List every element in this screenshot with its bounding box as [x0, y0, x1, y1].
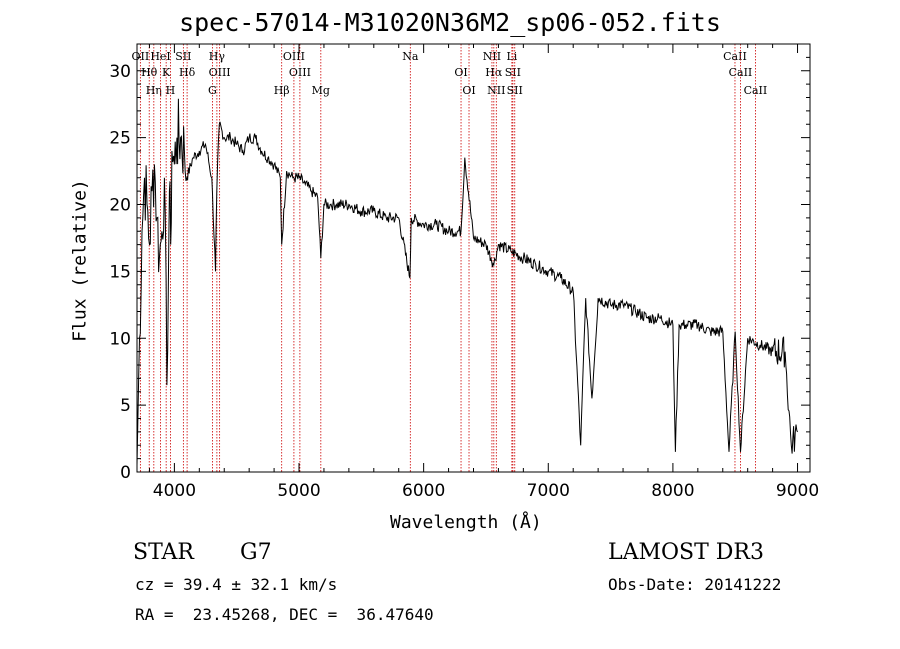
line-mark-label: SII — [507, 84, 523, 97]
x-tick-label: 6000 — [402, 481, 445, 501]
survey-name: LAMOST DR3 — [608, 540, 764, 565]
y-tick-label: 0 — [120, 463, 131, 483]
coordinates-line: RA = 23.45268, DEC = 36.47640 — [135, 605, 434, 624]
x-tick-label: 4000 — [153, 481, 196, 501]
line-mark-label: SII — [175, 50, 191, 63]
y-tick-label: 25 — [109, 129, 131, 149]
line-mark-label: OI — [462, 84, 475, 97]
line-mark-label: Mg — [312, 84, 330, 97]
line-mark-label: SII — [505, 66, 521, 79]
line-mark-label: CaII — [723, 50, 747, 63]
x-axis-label: Wavelength (Å) — [390, 512, 542, 533]
y-tick-label: 5 — [120, 396, 131, 416]
line-mark-label: NII — [487, 84, 505, 97]
line-mark-label: OI — [454, 66, 467, 79]
x-tick-label: 5000 — [277, 481, 320, 501]
redshift-line: cz = 39.4 ± 32.1 km/s — [135, 575, 338, 594]
line-mark-label: CaII — [744, 84, 768, 97]
line-mark-label: OII — [132, 50, 150, 63]
line-mark-label: Hβ — [274, 84, 290, 97]
line-mark-label: OIII — [289, 66, 311, 79]
object-class: STAR — [133, 540, 194, 565]
line-mark-label: K — [162, 66, 171, 79]
y-tick-label: 15 — [109, 262, 131, 282]
line-mark-label: Li — [506, 50, 517, 63]
spectrum-layer — [136, 98, 798, 466]
line-mark-label: Hθ — [141, 66, 158, 79]
x-tick-label: 7000 — [527, 481, 570, 501]
line-mark-label: NII — [483, 50, 501, 63]
line-mark-label: OIII — [209, 66, 231, 79]
y-tick-label: 30 — [109, 62, 131, 82]
obs-date: Obs-Date: 20141222 — [608, 575, 782, 594]
plot-frame — [136, 43, 811, 473]
line-mark-label: CaII — [729, 66, 753, 79]
line-mark-label: OIII — [283, 50, 305, 63]
y-tick-label: 20 — [109, 196, 131, 216]
line-marks-layer: OIIHθHηHeIKHSIIHδGHγOIIIHβOIIIOIIIMgNaOI… — [132, 44, 768, 472]
line-mark-label: Hα — [485, 66, 503, 79]
x-tick-label: 8000 — [651, 481, 694, 501]
line-mark-label: Na — [402, 50, 419, 63]
x-tick-label: 9000 — [776, 481, 819, 501]
line-mark-label: H — [166, 84, 176, 97]
line-mark-label: G — [208, 84, 217, 97]
line-mark-label: HeI — [150, 50, 170, 63]
line-mark-label: Hγ — [209, 50, 226, 63]
y-tick-label: 10 — [109, 329, 131, 349]
line-mark-label: Hδ — [179, 66, 196, 79]
object-subclass: G7 — [240, 540, 272, 565]
y-axis-label: Flux (relative) — [69, 179, 91, 342]
line-mark-label: Hη — [146, 84, 162, 97]
spectrum-line — [136, 98, 798, 466]
axes-layer: 4000 5000 6000 7000 8000 9000 0 5 10 15 20 25 30 — [109, 43, 819, 501]
chart-title: spec-57014-M31020N36M2_sp06-052.fits — [179, 8, 721, 37]
